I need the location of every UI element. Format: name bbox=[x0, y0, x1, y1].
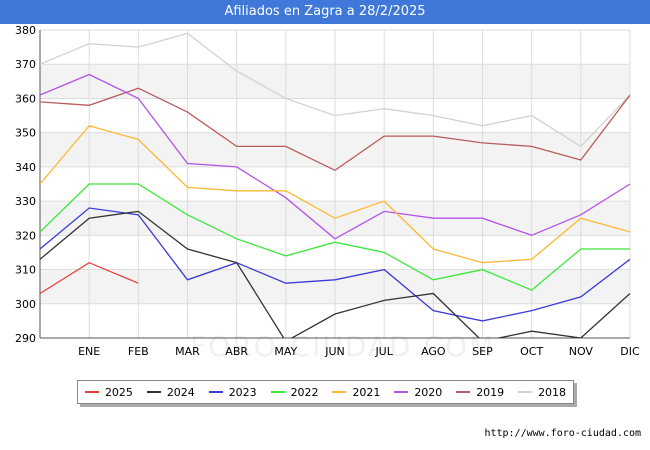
y-tick-label: 360 bbox=[15, 92, 36, 105]
legend-swatch bbox=[84, 391, 99, 393]
y-tick-label: 320 bbox=[15, 229, 36, 242]
source-link[interactable]: http://www.foro-ciudad.com bbox=[484, 428, 641, 439]
series-line-2019 bbox=[40, 87, 630, 172]
x-tick-label: AGO bbox=[421, 345, 446, 358]
x-tick-label: SEP bbox=[472, 345, 493, 358]
chart-title: Afiliados en Zagra a 28/2/2025 bbox=[224, 4, 426, 19]
series-line-2022 bbox=[40, 183, 630, 291]
x-tick-label: ABR bbox=[225, 345, 248, 358]
y-tick-label: 290 bbox=[15, 332, 36, 345]
y-tick-label: 310 bbox=[15, 264, 36, 277]
legend-label: 2018 bbox=[538, 385, 567, 399]
legend-item-2024: 2024 bbox=[146, 385, 195, 399]
legend-label: 2022 bbox=[290, 385, 319, 399]
line-chart: 290 300 310 320 330 340 350 360 370 380 ENE FEB MAR A… bbox=[15, 24, 640, 358]
y-tick-label: 330 bbox=[15, 195, 36, 208]
series-line-2024 bbox=[40, 210, 630, 338]
title-bar bbox=[0, 0, 650, 24]
x-tick-label: DIC bbox=[620, 345, 640, 358]
series-line-2020 bbox=[40, 73, 630, 240]
legend-item-2022: 2022 bbox=[270, 385, 319, 399]
legend-swatch bbox=[394, 391, 409, 393]
x-tick-label: JUL bbox=[374, 345, 393, 358]
x-tick-label: OCT bbox=[520, 345, 543, 358]
legend-item-2019: 2019 bbox=[456, 386, 504, 399]
legend-swatch bbox=[208, 391, 223, 393]
legend-label: 2023 bbox=[228, 385, 257, 399]
legend-label: 2021 bbox=[352, 385, 381, 399]
legend-label: 2019 bbox=[476, 385, 505, 399]
series-line-2018 bbox=[40, 32, 630, 148]
y-tick-label: 380 bbox=[15, 24, 36, 37]
series-line-2021 bbox=[40, 125, 630, 264]
y-tick-label: 350 bbox=[15, 127, 36, 140]
legend-swatch bbox=[270, 391, 285, 393]
legend-swatch bbox=[456, 391, 471, 393]
legend-swatch bbox=[146, 391, 161, 393]
legend-item-2021: 2021 bbox=[332, 386, 380, 399]
legend-swatch bbox=[332, 391, 347, 393]
legend-item-2025: 2025 bbox=[84, 385, 133, 399]
y-tick-label: 340 bbox=[15, 161, 36, 174]
x-tick-label: NOV bbox=[569, 345, 594, 358]
series-line-2025 bbox=[40, 261, 139, 295]
series-line-2023 bbox=[40, 207, 630, 322]
y-tick-label: 370 bbox=[15, 58, 36, 71]
legend-item-2018: 2018 bbox=[518, 386, 566, 399]
legend-label: 2020 bbox=[414, 385, 443, 399]
y-tick-label: 300 bbox=[15, 298, 36, 311]
x-tick-label: JUN bbox=[324, 345, 345, 358]
x-tick-label: MAR bbox=[175, 345, 200, 358]
x-tick-label: MAY bbox=[274, 345, 297, 358]
legend-swatch bbox=[518, 391, 533, 393]
x-tick-label: FEB bbox=[128, 345, 149, 358]
legend-item-2020: 2020 bbox=[394, 386, 442, 399]
x-tick-label: ENE bbox=[78, 345, 100, 358]
legend-label: 2025 bbox=[104, 385, 133, 399]
watermark: FORO-CIUDAD.COM bbox=[190, 330, 496, 363]
legend-label: 2024 bbox=[166, 385, 195, 399]
legend-item-2023: 2023 bbox=[208, 385, 257, 399]
legend: 2025 2024 2023 2022 2021 2020 2019 2018 bbox=[77, 380, 574, 404]
